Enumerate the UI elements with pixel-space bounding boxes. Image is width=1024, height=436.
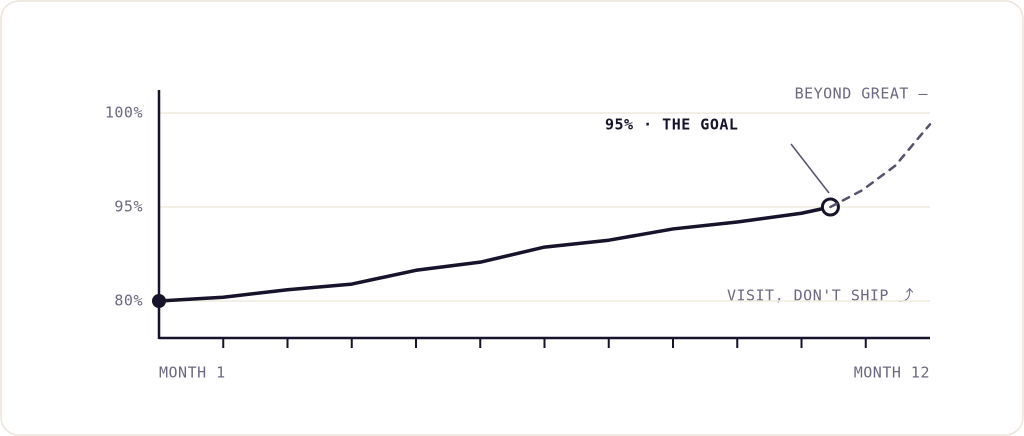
projection-line	[829, 123, 932, 209]
y-tick-label: 80%	[114, 292, 143, 310]
y-tick-label: 100%	[105, 104, 143, 122]
x-tick-label: MONTH 12	[854, 364, 930, 382]
x-tick-label: MONTH 1	[159, 364, 226, 382]
y-tick-label: 95%	[114, 198, 143, 216]
start-point	[152, 294, 166, 308]
goal-label: 95% · THE GOAL	[605, 116, 738, 134]
leader-line	[790, 143, 830, 194]
data-line	[157, 205, 833, 303]
beyond-label: BEYOND GREAT —	[795, 85, 929, 103]
visit-label: VISIT, DON'T SHIP ⤴	[727, 287, 914, 305]
